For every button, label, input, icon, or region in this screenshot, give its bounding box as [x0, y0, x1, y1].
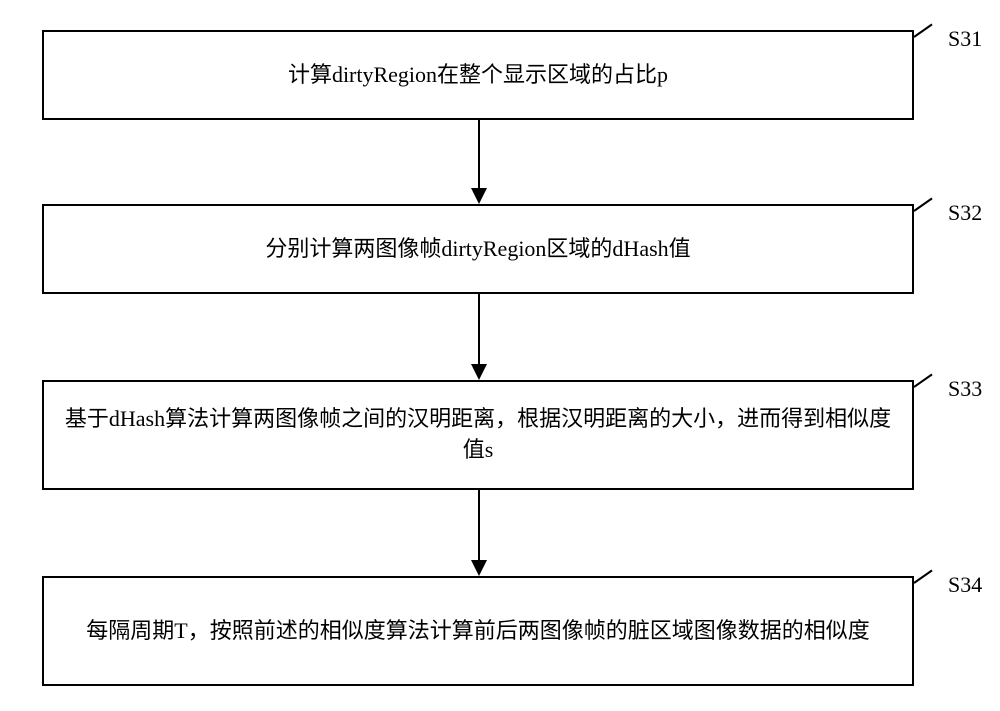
step-label-s34: S34 — [948, 572, 982, 598]
arrow-line-3 — [478, 490, 480, 561]
step-box-s32: 分别计算两图像帧dirtyRegion区域的dHash值 — [42, 204, 914, 294]
label-tick-s33 — [913, 374, 932, 388]
step-box-s33: 基于dHash算法计算两图像帧之间的汉明距离，根据汉明距离的大小，进而得到相似度… — [42, 380, 914, 490]
arrow-line-1 — [478, 120, 480, 189]
step-text-s33: 基于dHash算法计算两图像帧之间的汉明距离，根据汉明距离的大小，进而得到相似度… — [64, 404, 892, 466]
step-label-s31: S31 — [948, 26, 982, 52]
arrow-head-2 — [471, 364, 487, 380]
step-text-s31: 计算dirtyRegion在整个显示区域的占比p — [288, 60, 668, 91]
step-box-s34: 每隔周期T，按照前述的相似度算法计算前后两图像帧的脏区域图像数据的相似度 — [42, 576, 914, 686]
step-text-s34: 每隔周期T，按照前述的相似度算法计算前后两图像帧的脏区域图像数据的相似度 — [86, 616, 869, 647]
arrow-head-1 — [471, 188, 487, 204]
arrow-head-3 — [471, 560, 487, 576]
step-text-s32: 分别计算两图像帧dirtyRegion区域的dHash值 — [265, 234, 690, 265]
flowchart-container: { "diagram": { "type": "flowchart", "bac… — [0, 0, 1000, 711]
step-label-s33: S33 — [948, 376, 982, 402]
arrow-line-2 — [478, 294, 480, 365]
step-label-s32: S32 — [948, 200, 982, 226]
step-box-s31: 计算dirtyRegion在整个显示区域的占比p — [42, 30, 914, 120]
label-tick-s32 — [913, 198, 932, 212]
label-tick-s31 — [913, 24, 932, 38]
label-tick-s34 — [913, 570, 932, 584]
